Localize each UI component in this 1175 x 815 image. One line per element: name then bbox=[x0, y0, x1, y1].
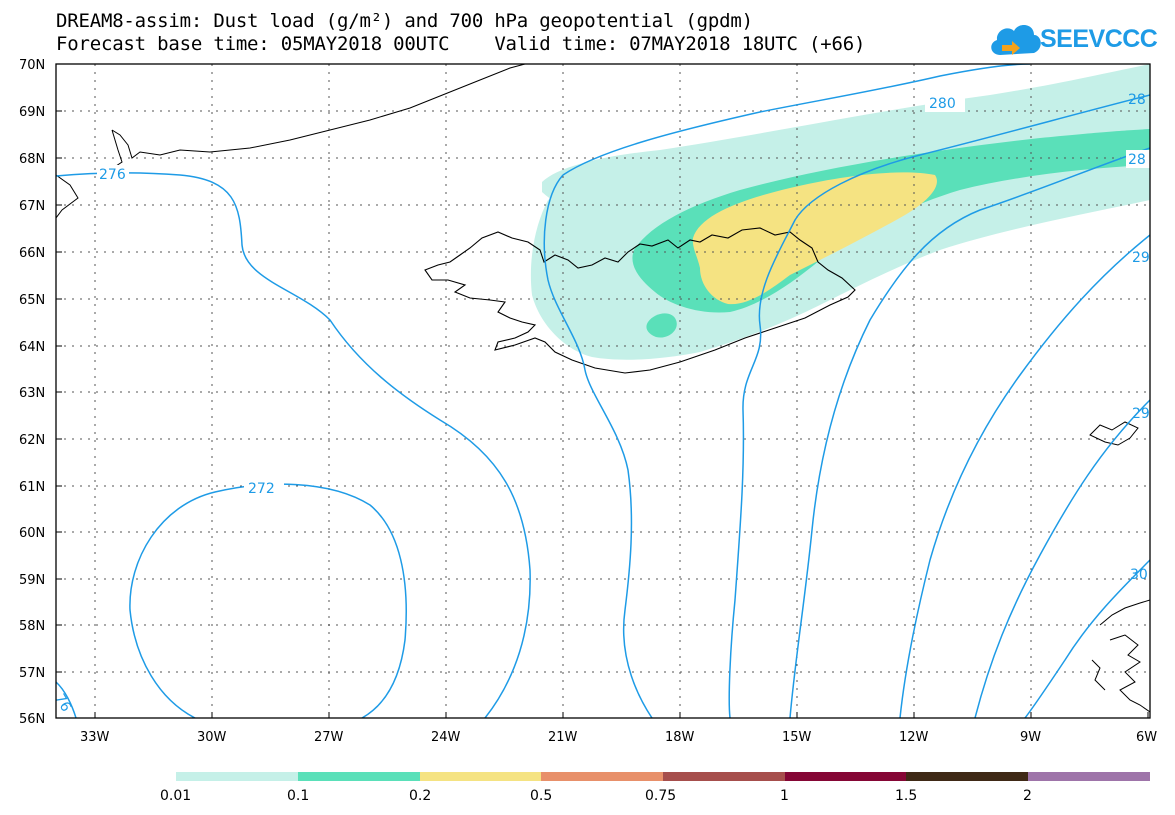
legend-label-3: 0.5 bbox=[530, 788, 552, 804]
contour-276-corner bbox=[56, 681, 77, 718]
legend-label-0: 0.01 bbox=[160, 788, 191, 804]
legend-label-1: 0.1 bbox=[287, 788, 309, 804]
contour-296 bbox=[974, 399, 1150, 718]
contour-label-292: 29 bbox=[1132, 250, 1150, 266]
legend-label-2: 0.2 bbox=[409, 788, 431, 804]
contour-label-272: 272 bbox=[248, 481, 275, 497]
contour-272 bbox=[129, 483, 407, 718]
lat-label-60n: 60N bbox=[19, 526, 45, 541]
contour-label-280: 280 bbox=[929, 96, 956, 112]
contour-label-276-corner: 76 bbox=[51, 691, 74, 715]
cloud-icon bbox=[991, 25, 1041, 55]
map-frame bbox=[55, 63, 1151, 719]
dust-area-0.1-small bbox=[646, 313, 677, 338]
lon-label-30w: 30W bbox=[197, 730, 227, 745]
lon-label-33w: 33W bbox=[80, 730, 110, 745]
contour-label-296: 29 bbox=[1132, 406, 1150, 422]
contour-label-276: 276 bbox=[99, 167, 126, 183]
map-title: DREAM8-assim: Dust load (g/m²) and 700 h… bbox=[56, 10, 753, 32]
logo-text: SEEVCCC bbox=[1040, 25, 1158, 53]
lon-label-21w: 21W bbox=[548, 730, 578, 745]
lon-label-9w: 9W bbox=[1020, 730, 1041, 745]
axis-ticks bbox=[56, 63, 1149, 719]
legend-swatch-4 bbox=[663, 772, 785, 781]
greenland-coastline bbox=[56, 64, 526, 219]
lat-label-69n: 69N bbox=[19, 105, 45, 120]
lat-label-68n: 68N bbox=[19, 152, 45, 167]
lat-label-59n: 59N bbox=[19, 573, 45, 588]
geopotential-contours bbox=[56, 64, 1150, 718]
lat-label-66n: 66N bbox=[19, 246, 45, 261]
lat-label-70n: 70N bbox=[19, 58, 45, 73]
lon-label-12w: 12W bbox=[899, 730, 929, 745]
lon-label-24w: 24W bbox=[431, 730, 461, 745]
legend-swatch-1 bbox=[298, 772, 420, 781]
scotland-coastline bbox=[1091, 599, 1150, 713]
map-subtitle: Forecast base time: 05MAY2018 00UTC Vali… bbox=[56, 33, 866, 55]
legend-swatch-7 bbox=[1028, 772, 1150, 781]
legend: 0.01 0.1 0.2 0.5 0.75 1 1.5 2 bbox=[160, 772, 1150, 804]
lon-label-15w: 15W bbox=[782, 730, 812, 745]
lat-label-67n: 67N bbox=[19, 199, 45, 214]
contour-label-284: 28 bbox=[1128, 92, 1146, 108]
longitude-labels: 33W 30W 27W 24W 21W 18W 15W 12W 9W 6W bbox=[80, 730, 1157, 745]
lat-label-61n: 61N bbox=[19, 480, 45, 495]
contour-labels: 276 272 280 28 28 29 29 30 76 bbox=[51, 92, 1150, 715]
lat-label-58n: 58N bbox=[19, 619, 45, 634]
lat-label-65n: 65N bbox=[19, 293, 45, 308]
contour-276 bbox=[56, 172, 531, 718]
lat-label-63n: 63N bbox=[19, 386, 45, 401]
lat-label-56n: 56N bbox=[19, 712, 45, 727]
contour-label-300: 30 bbox=[1130, 567, 1148, 583]
seevccc-logo: SEEVCCC bbox=[988, 14, 1158, 64]
contour-288 bbox=[789, 147, 1150, 718]
legend-label-6: 1.5 bbox=[895, 788, 917, 804]
lon-label-6w: 6W bbox=[1136, 730, 1157, 745]
legend-swatch-3 bbox=[541, 772, 663, 781]
legend-swatch-0 bbox=[176, 772, 298, 781]
lat-label-62n: 62N bbox=[19, 433, 45, 448]
faroe-coastline bbox=[1089, 421, 1139, 446]
contour-284 bbox=[728, 94, 1150, 718]
contour-280 bbox=[543, 64, 1031, 718]
lat-label-64n: 64N bbox=[19, 340, 45, 355]
iceland-coastline bbox=[424, 227, 856, 374]
contour-300 bbox=[1024, 559, 1150, 718]
legend-label-7: 2 bbox=[1023, 788, 1032, 804]
lon-label-27w: 27W bbox=[314, 730, 344, 745]
legend-swatch-2 bbox=[420, 772, 541, 781]
legend-swatch-6 bbox=[906, 772, 1028, 781]
latitude-labels: 70N 69N 68N 67N 66N 65N 64N 63N 62N 61N … bbox=[19, 58, 45, 727]
lat-label-57n: 57N bbox=[19, 666, 45, 681]
lon-label-18w: 18W bbox=[665, 730, 695, 745]
contour-label-288: 28 bbox=[1128, 152, 1146, 168]
legend-label-4: 0.75 bbox=[645, 788, 676, 804]
legend-label-5: 1 bbox=[780, 788, 789, 804]
legend-swatch-5 bbox=[785, 772, 906, 781]
contour-292 bbox=[899, 234, 1150, 718]
